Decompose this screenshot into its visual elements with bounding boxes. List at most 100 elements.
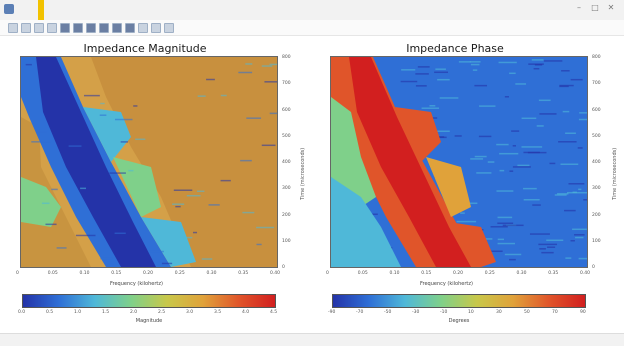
magnitude-noise-streak [208, 204, 220, 206]
phase-noise-streak [578, 257, 587, 260]
phase-ytick: 400 [592, 160, 601, 165]
phase-cbtick: 90 [580, 310, 586, 315]
magnitude-noise-streak [240, 159, 252, 162]
magnitude-heatmap[interactable] [20, 56, 278, 268]
forward-icon[interactable] [99, 22, 109, 33]
magnitude-noise-streak [197, 95, 206, 97]
phase-noise-streak [497, 216, 513, 219]
magnitude-ytick: 700 [282, 81, 291, 87]
phase-band-left-cyan [331, 177, 401, 267]
phase-noise-streak [496, 143, 509, 146]
phase-noise-streak [504, 96, 509, 98]
magnitude-cbtick: 4.5 [270, 310, 278, 315]
phase-noise-streak [532, 204, 541, 206]
magnitude-region-corner [21, 117, 91, 267]
magnitude-cbtick: 4.0 [242, 310, 250, 315]
phase-colorbar [332, 294, 586, 308]
phase-noise-streak [538, 243, 558, 246]
magnitude-xtick: 0 [16, 271, 19, 276]
phase-ytick: 100 [592, 238, 601, 244]
phase-cbtick: -50 [384, 310, 392, 315]
settings-icon[interactable] [164, 22, 174, 33]
phase-noise-streak [509, 170, 514, 172]
magnitude-xtick: 0.05 [47, 271, 58, 276]
phase-band-left-green [331, 97, 376, 207]
magnitude-ylabel: Time (microseconds) [300, 147, 306, 200]
pan-icon[interactable] [60, 22, 70, 33]
back-icon[interactable] [86, 22, 96, 33]
phase-noise-streak [559, 84, 574, 87]
phase-noise-streak [577, 147, 583, 149]
magnitude-xlabel: Frequency (kilohertz) [110, 281, 163, 287]
phase-noise-streak [523, 198, 540, 201]
magnitude-cbtick: 0.0 [18, 310, 26, 315]
phase-noise-streak [474, 84, 488, 87]
magnitude-noise-streak [133, 105, 138, 107]
magnitude-noise-streak [67, 140, 80, 142]
phase-noise-streak [531, 59, 544, 61]
open-icon[interactable] [8, 22, 18, 33]
phase-noise-streak [561, 70, 570, 72]
phase-xtick: 0.10 [389, 271, 400, 276]
home-icon[interactable] [73, 22, 83, 33]
magnitude-noise-streak [173, 189, 193, 191]
cursor-icon[interactable] [125, 22, 135, 33]
magnitude-noise-streak [256, 226, 275, 229]
close-button[interactable]: ✕ [607, 3, 615, 12]
phase-noise-streak [572, 228, 587, 231]
grid-icon[interactable] [112, 22, 122, 33]
phase-noise-streak [557, 193, 569, 195]
export-icon[interactable] [138, 22, 148, 33]
phase-title: Impedance Phase [406, 42, 504, 55]
zoom-out-icon[interactable] [47, 22, 57, 33]
phase-colorbar-label: Degrees [448, 318, 470, 324]
phase-blob-2 [426, 157, 471, 217]
magnitude-noise-streak [242, 211, 255, 214]
magnitude-cbtick: 1.0 [74, 310, 82, 315]
phase-noise-streak [575, 236, 584, 239]
phase-noise-streak [549, 162, 556, 165]
magnitude-noise-streak [25, 63, 32, 66]
minimize-button[interactable]: – [577, 3, 581, 12]
zoom-in-icon[interactable] [34, 22, 44, 33]
phase-noise-streak [521, 117, 537, 120]
maximize-button[interactable]: □ [591, 3, 599, 12]
magnitude-ytick: 500 [282, 133, 291, 139]
magnitude-cbtick: 3.5 [214, 310, 222, 315]
magnitude-noise-streak [31, 141, 52, 143]
magnitude-noise-streak [175, 205, 181, 208]
phase-xtick: 0.05 [357, 271, 368, 276]
phase-cbtick: -90 [328, 310, 336, 315]
phase-noise-streak [401, 69, 416, 71]
phase-noise-streak [578, 188, 582, 191]
magnitude-noise-streak [206, 78, 215, 81]
phase-noise-streak [496, 190, 514, 192]
magnitude-noise-streak [220, 94, 227, 97]
magnitude-cbtick: 1.5 [102, 310, 110, 315]
phase-xtick: 0 [326, 271, 329, 276]
magnitude-blob-1 [83, 107, 131, 162]
magnitude-ytick: 800 [282, 55, 291, 60]
magnitude-ytick: 600 [282, 107, 291, 113]
magnitude-noise-streak [68, 145, 82, 147]
phase-noise-streak [429, 105, 436, 107]
phase-ytick: 500 [592, 133, 601, 139]
magnitude-xtick: 0.35 [238, 271, 249, 276]
phase-noise-streak [559, 85, 569, 88]
save-icon[interactable] [21, 22, 31, 33]
phase-ytick: 800 [592, 55, 601, 60]
magnitude-noise-streak [135, 138, 146, 141]
phase-noise-streak [465, 202, 478, 205]
phase-heatmap[interactable] [330, 56, 588, 268]
phase-noise-streak [570, 78, 583, 81]
status-bar [0, 333, 624, 346]
magnitude-noise-streak [150, 250, 164, 253]
magnitude-noise-streak [269, 112, 277, 115]
magnitude-noise-streak [261, 144, 276, 147]
phase-noise-streak [415, 85, 427, 87]
magnitude-noise-streak [238, 71, 253, 74]
phase-noise-streak [539, 113, 557, 115]
magnitude-noise-streak [80, 187, 87, 190]
print-icon[interactable] [151, 22, 161, 33]
magnitude-noise-streak [41, 202, 50, 205]
